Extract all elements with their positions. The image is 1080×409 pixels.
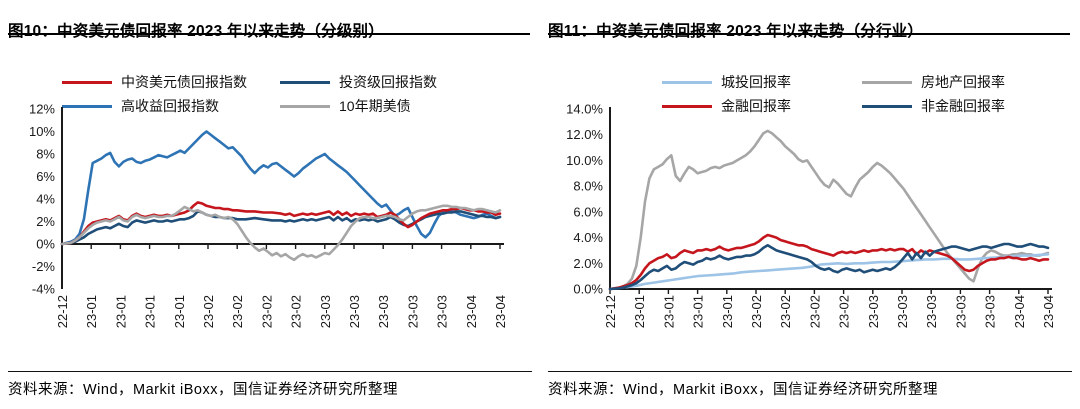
y-tick-label: 12% [29, 102, 55, 117]
legend-label: 城投回报率 [721, 74, 791, 90]
x-tick-label: 23-04 [464, 295, 479, 328]
y-tick-label: 10.0% [566, 153, 603, 168]
source-note: 资料来源：Wind，Markit iBoxx，国信证券经济研究所整理 [548, 382, 938, 398]
x-tick-label: 23-03 [347, 295, 362, 328]
y-tick-label: 10% [29, 124, 55, 139]
series-line [608, 253, 1050, 291]
y-tick-label: 6.0% [573, 204, 603, 219]
x-tick-label: 23-02 [837, 295, 852, 328]
y-tick-label: 4.0% [573, 230, 603, 245]
x-tick-label: 23-02 [201, 295, 216, 328]
x-tick-label: 23-03 [983, 295, 998, 328]
series-line [60, 210, 502, 246]
legend-label: 中资美元债回报指数 [121, 74, 247, 90]
y-tick-label: 4% [36, 192, 55, 207]
y-tick-label: 2.0% [573, 256, 603, 271]
x-tick-label: 23-03 [435, 295, 450, 328]
chart-legend: 城投回报率 房地产回报率金融回报率 非金融回报率 [540, 70, 1080, 118]
x-tick-label: 23-04 [1012, 295, 1027, 328]
legend-line-swatch [280, 80, 330, 84]
x-tick-label: 23-02 [749, 295, 764, 328]
x-tick-label: 23-02 [259, 295, 274, 328]
line-chart: 14.0% 12.0% 10.0% 8.0% 6.0% 4.0% 2.0% 0.0%22-12… [566, 102, 1056, 329]
legend-label: 非金融回报率 [921, 98, 1005, 114]
legend-item: 非金融回报率 [862, 96, 1080, 116]
y-tick-label: 0% [36, 237, 55, 252]
x-tick-label: 22-12 [603, 295, 618, 328]
x-tick-label: 23-01 [632, 295, 647, 328]
x-tick-label: 23-04 [1041, 295, 1056, 328]
legend-line-swatch [62, 80, 112, 84]
title-divider [548, 33, 1070, 35]
series-line [60, 204, 502, 262]
figure-title: 图11：中资美元债回报率 2023 年以来走势（分行业） [548, 22, 924, 40]
x-tick-label: 22-12 [55, 295, 70, 328]
series-line [608, 242, 1050, 291]
x-tick-label: 23-03 [924, 295, 939, 328]
legend-line-swatch [862, 80, 912, 84]
legend-line-swatch [862, 104, 912, 108]
legend-item: 房地产回报率 [862, 72, 1080, 92]
legend-item: 中资美元债回报指数 [62, 72, 280, 92]
figure-panel-10: 图10：中资美元债回报率 2023 年以来走势（分级别） 中资美元债回报指数 投资… [8, 22, 532, 398]
x-tick-label: 23-01 [720, 295, 735, 328]
source-divider [8, 371, 532, 372]
y-tick-label: 14.0% [566, 102, 603, 117]
legend-label: 投资级回报指数 [339, 74, 437, 90]
x-tick-label: 23-01 [172, 295, 187, 328]
series-line [608, 129, 1050, 291]
x-tick-label: 23-03 [895, 295, 910, 328]
series-line [60, 130, 502, 246]
legend-item: 城投回报率 [662, 72, 862, 92]
x-tick-label: 23-01 [143, 295, 158, 328]
series-line [608, 233, 1050, 291]
y-tick-label: -2% [32, 259, 56, 274]
legend-line-swatch [662, 80, 712, 84]
source-note: 资料来源：Wind，Markit iBoxx，国信证券经济研究所整理 [8, 382, 398, 398]
legend-item: 投资级回报指数 [280, 72, 602, 92]
legend-item: 金融回报率 [662, 96, 862, 116]
x-tick-label: 23-03 [866, 295, 881, 328]
legend-label: 房地产回报率 [921, 74, 1005, 90]
figure-title: 图10：中资美元债回报率 2023 年以来走势（分级别） [8, 22, 384, 40]
y-tick-label: 8% [36, 147, 55, 162]
y-tick-label: 6% [36, 169, 55, 184]
y-tick-label: 2% [36, 214, 55, 229]
x-tick-label: 23-02 [778, 295, 793, 328]
y-tick-label: -4% [32, 282, 56, 297]
legend-line-swatch [62, 104, 112, 108]
x-tick-label: 23-01 [691, 295, 706, 328]
x-tick-label: 23-03 [376, 295, 391, 328]
y-tick-label: 12.0% [566, 127, 603, 142]
legend-item: 高收益回报指数 [62, 96, 280, 116]
x-tick-label: 23-02 [289, 295, 304, 328]
legend-label: 10年期美债 [339, 98, 411, 114]
legend-item: 10年期美债 [280, 96, 602, 116]
x-tick-label: 23-01 [84, 295, 99, 328]
legend-line-swatch [280, 104, 330, 108]
title-divider [8, 33, 530, 35]
x-tick-label: 23-02 [230, 295, 245, 328]
line-chart: 12% 10% 8% 6% 4% 2% 0% -2% -4%22-12 23-01 23-01 23-… [29, 102, 508, 329]
y-tick-label: 8.0% [573, 179, 603, 194]
x-tick-label: 23-03 [953, 295, 968, 328]
x-tick-label: 23-01 [661, 295, 676, 328]
x-tick-label: 23-02 [807, 295, 822, 328]
y-tick-label: 0.0% [573, 282, 603, 297]
x-tick-label: 23-01 [113, 295, 128, 328]
legend-line-swatch [662, 104, 712, 108]
legend-label: 金融回报率 [721, 98, 791, 114]
x-tick-label: 23-03 [405, 295, 420, 328]
x-tick-label: 23-03 [318, 295, 333, 328]
source-divider [548, 371, 1072, 372]
chart-legend: 中资美元债回报指数 投资级回报指数高收益回报指数 10年期美债 [0, 70, 602, 118]
x-tick-label: 23-04 [493, 295, 508, 328]
figure-panel-11: 图11：中资美元债回报率 2023 年以来走势（分行业） 城投回报率 房地产回报率… [540, 0, 1080, 409]
legend-label: 高收益回报指数 [121, 98, 219, 114]
